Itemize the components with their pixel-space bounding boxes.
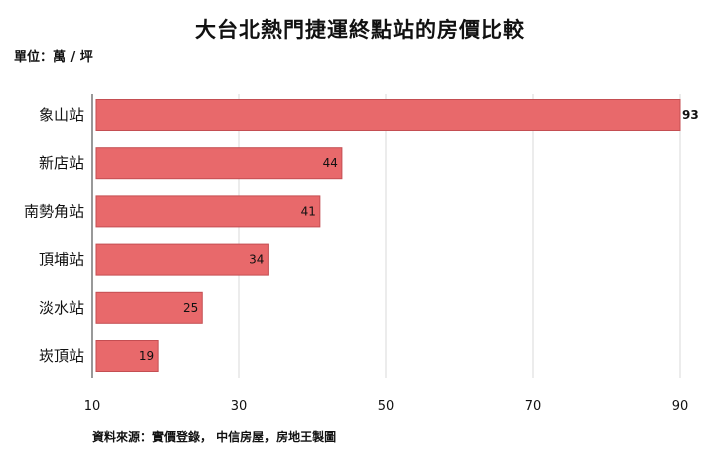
x-axis-ticks: 10 30 50 70 90 bbox=[84, 399, 689, 414]
bar-3 bbox=[95, 195, 321, 228]
bar-2 bbox=[95, 147, 343, 180]
bar-6 bbox=[95, 340, 159, 372]
value-label: 41 bbox=[301, 204, 316, 218]
category-label: 崁頂站 bbox=[39, 347, 84, 365]
category-label: 頂埔站 bbox=[39, 251, 84, 269]
bar-4 bbox=[95, 243, 269, 276]
value-label: 44 bbox=[323, 156, 338, 170]
x-tick-label: 30 bbox=[231, 399, 248, 414]
value-label: 34 bbox=[249, 253, 264, 267]
x-tick-label: 10 bbox=[84, 399, 101, 414]
category-label: 南勢角站 bbox=[24, 202, 84, 220]
value-label: 25 bbox=[183, 301, 198, 315]
value-labels: 93 44 41 34 25 19 bbox=[139, 108, 699, 363]
bars bbox=[95, 99, 681, 372]
chart-unit-label: 單位：萬 / 坪 bbox=[14, 50, 93, 65]
chart-title: 大台北熱門捷運終點站的房價比較 bbox=[195, 18, 525, 42]
category-label: 淡水站 bbox=[39, 299, 84, 317]
x-tick-label: 50 bbox=[378, 399, 395, 414]
x-tick-label: 90 bbox=[672, 399, 689, 414]
chart-source: 資料來源：實價登錄， 中信房屋，房地王製圖 bbox=[92, 430, 337, 444]
bar-5 bbox=[95, 291, 203, 324]
bar-1 bbox=[95, 99, 681, 131]
value-label: 19 bbox=[139, 349, 154, 363]
gridlines bbox=[91, 94, 681, 378]
value-label: 93 bbox=[682, 108, 699, 122]
category-label: 象山站 bbox=[39, 106, 84, 124]
category-label: 新店站 bbox=[39, 154, 84, 172]
x-tick-label: 70 bbox=[525, 399, 542, 414]
